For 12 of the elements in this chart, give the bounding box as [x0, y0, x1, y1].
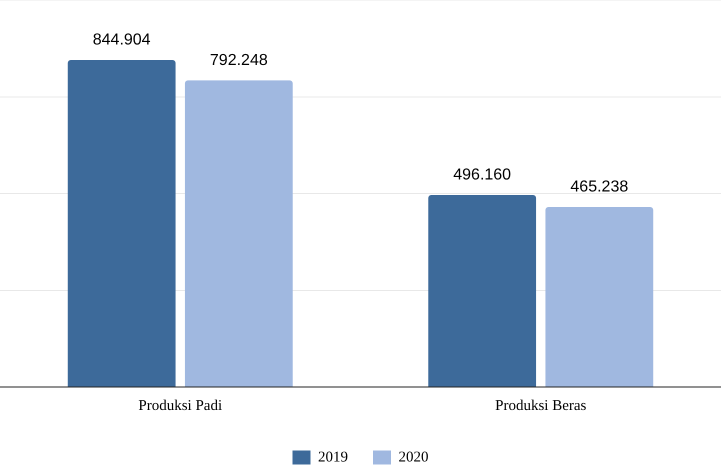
data-label: 465.238	[570, 178, 628, 196]
data-label: 792.248	[210, 52, 268, 69]
legend-label: 2019	[318, 449, 348, 466]
x-tick-label: Produksi Padi	[138, 398, 222, 414]
data-label: 844.904	[92, 31, 151, 48]
data-label: 496.160	[453, 166, 512, 184]
bar	[428, 194, 536, 386]
bar	[68, 60, 176, 386]
x-tick-label: Produksi Beras	[495, 398, 587, 414]
legend-label: 2020	[398, 449, 428, 466]
bar	[184, 80, 293, 386]
bar	[545, 206, 654, 386]
